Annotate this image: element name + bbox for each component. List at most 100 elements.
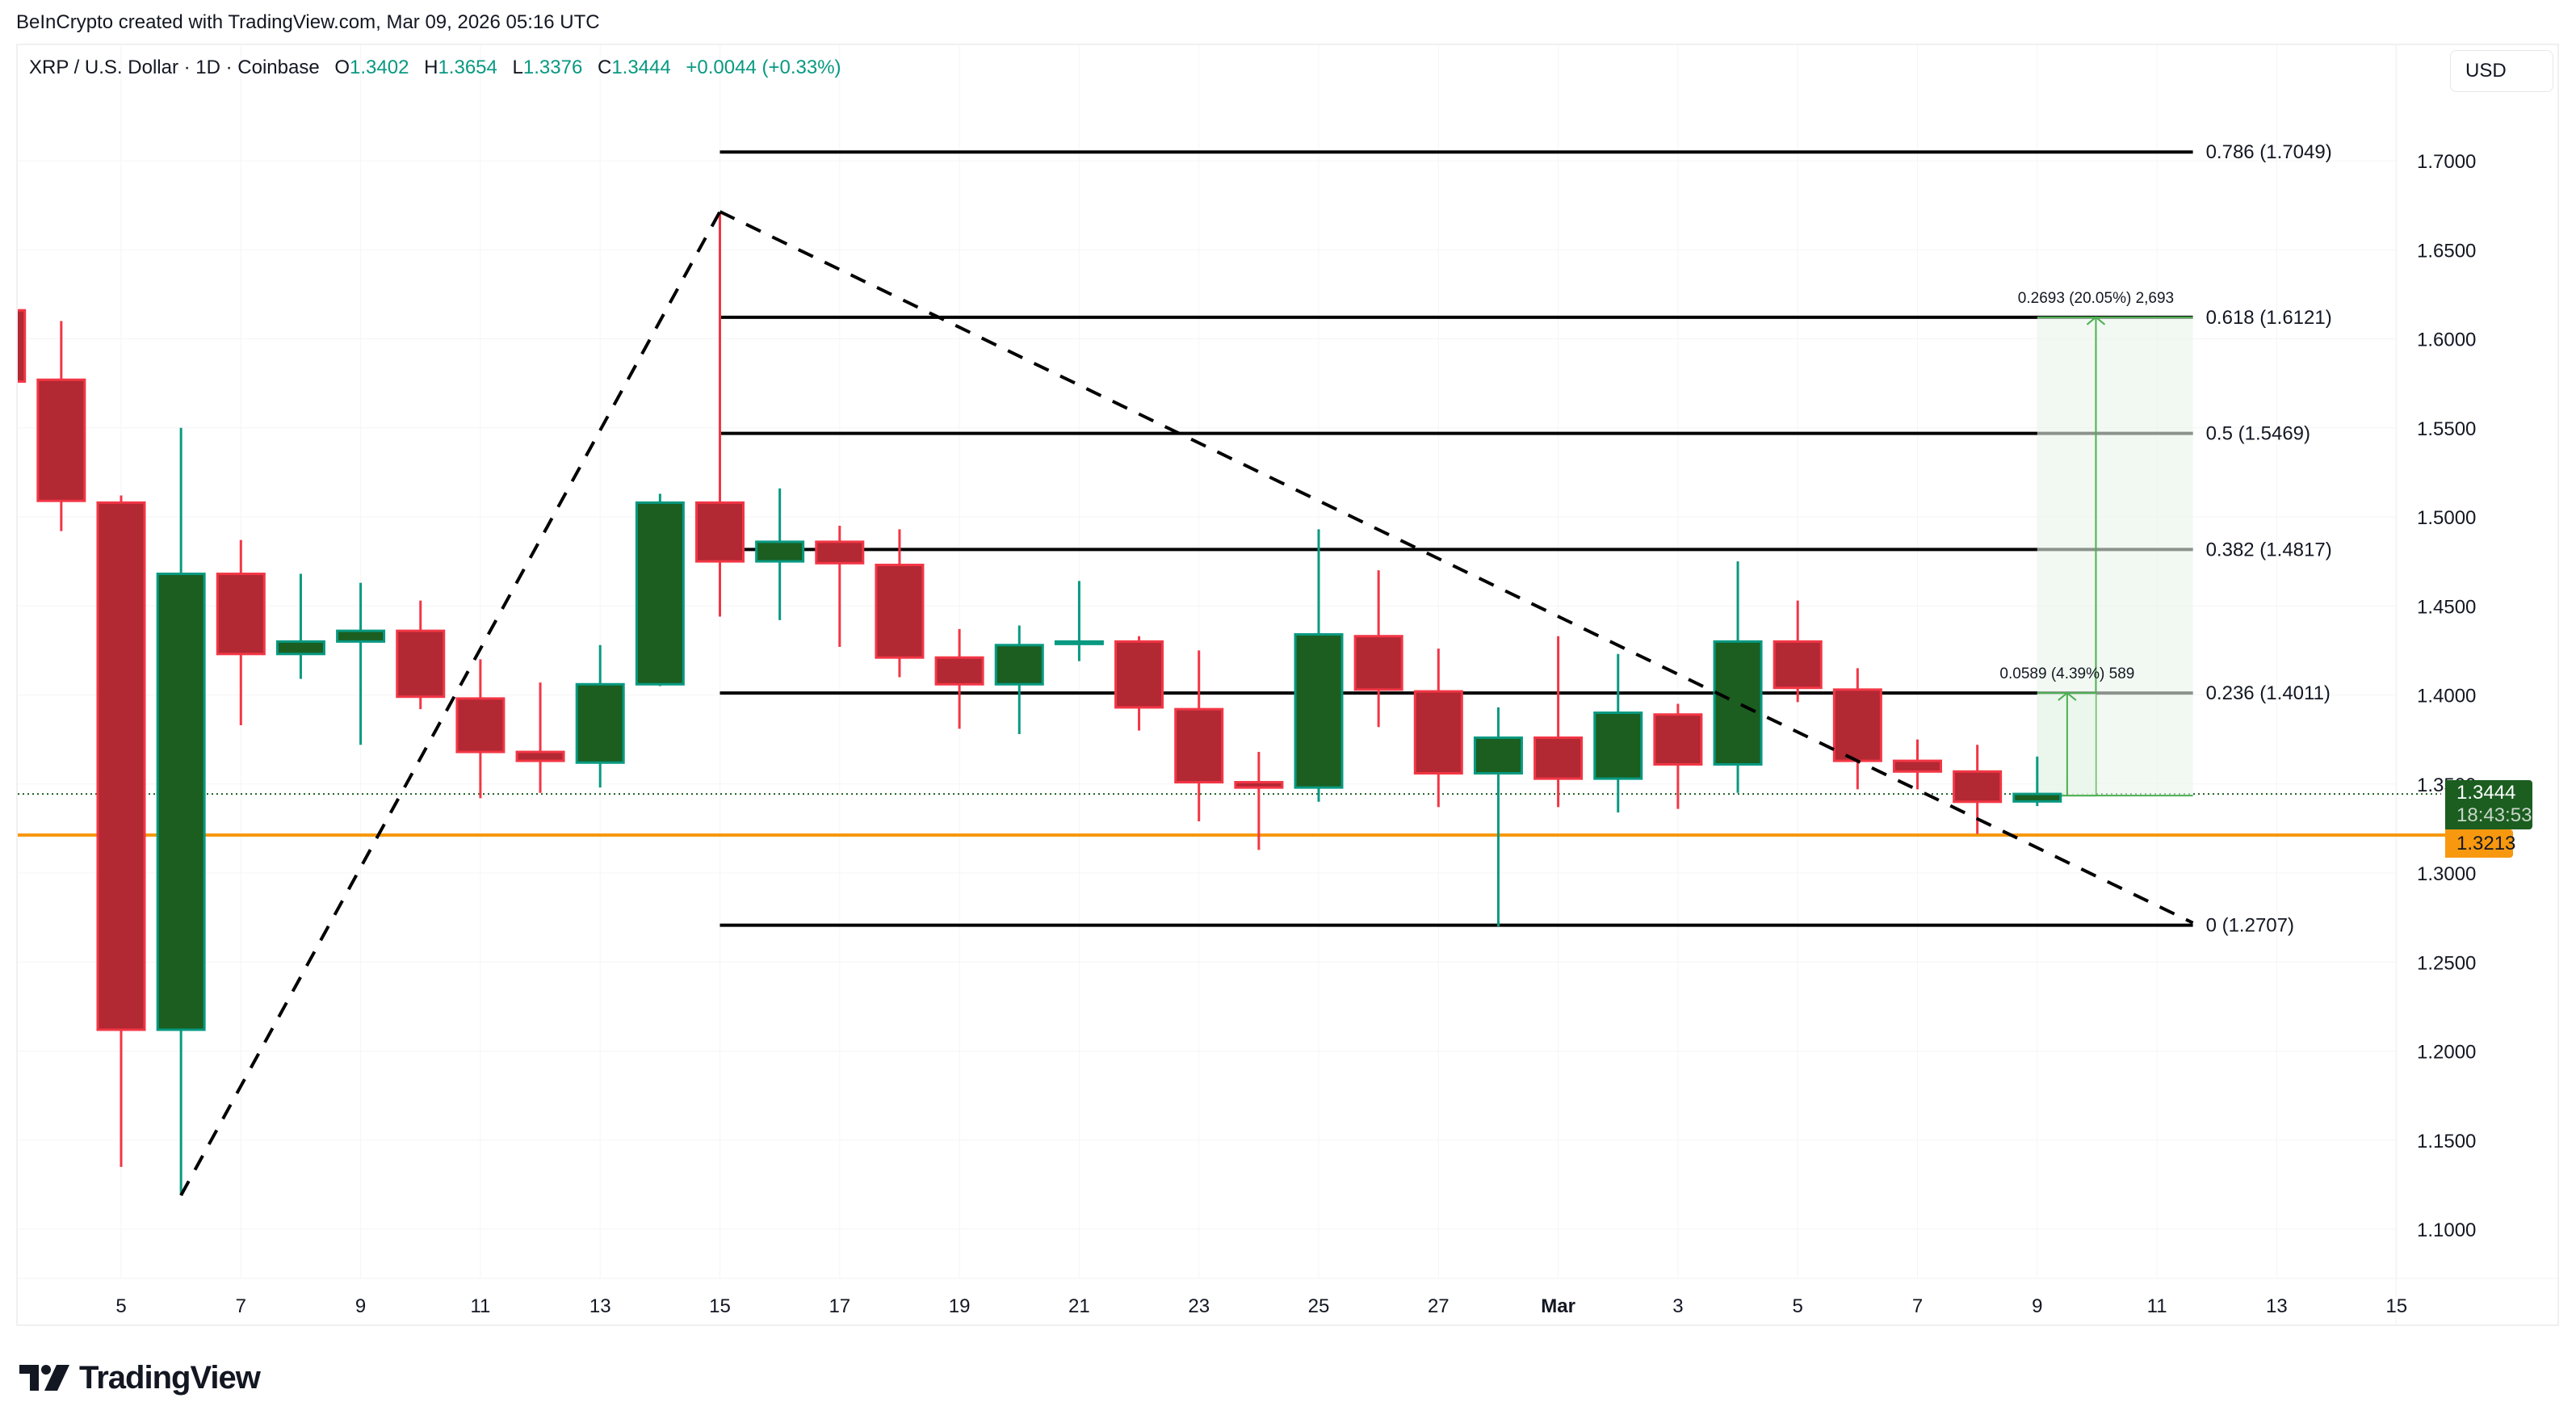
fibonacci-retracement[interactable]: 0.786 (1.7049) 0.618 (1.6121) 0.5 (1.5469)… [720, 141, 2332, 937]
candle-body [1832, 688, 1882, 762]
arrow-up-icon [2086, 316, 2106, 325]
candle-body [96, 501, 146, 1031]
candle [1653, 703, 1703, 809]
support-price-tag: 1.3213 [2445, 829, 2515, 858]
candle-body [1713, 640, 1763, 766]
candle [1773, 600, 1823, 703]
bar-countdown: 18:43:53 [2456, 804, 2532, 826]
candle-body [455, 697, 506, 753]
time-axis-tick: 21 [1068, 1295, 1090, 1317]
price-axis-tick: 1.7000 [2417, 151, 2476, 173]
candle-body [1054, 640, 1104, 645]
currency-button[interactable]: USD [2450, 50, 2553, 92]
candle-body [1653, 713, 1703, 766]
descending-line[interactable] [719, 210, 2194, 925]
candle [156, 427, 206, 1196]
candle-body [1473, 736, 1523, 775]
fib-level-label: 0.5 (1.5469) [2206, 423, 2310, 445]
candle-body [36, 378, 86, 502]
high-label: H [424, 57, 438, 78]
time-axis-tick: 25 [1308, 1295, 1330, 1317]
time-axis-tick: 5 [115, 1295, 126, 1317]
candle [18, 309, 27, 383]
time-axis-tick: 11 [470, 1295, 490, 1317]
rally-line[interactable] [179, 211, 722, 1197]
candle [1413, 649, 1463, 808]
candle-body [1773, 640, 1823, 690]
arrow-up-icon [2058, 691, 2077, 701]
candle-body [1893, 759, 1942, 773]
candle [1054, 581, 1104, 661]
tradingview-logo-text: TradingView [79, 1359, 261, 1396]
time-axis-tick: 9 [2032, 1295, 2042, 1317]
candle-body [216, 573, 266, 656]
candle [1473, 707, 1523, 927]
current-price-value: 1.3444 [2456, 782, 2516, 804]
candle [36, 321, 86, 531]
time-axis-tick: 17 [829, 1295, 850, 1317]
candle-body [1174, 707, 1224, 784]
candle [1593, 653, 1643, 813]
price-axis-tick: 1.3000 [2417, 863, 2476, 885]
candle [96, 495, 146, 1167]
candle [815, 526, 865, 647]
price-axis-tick: 1.2000 [2417, 1042, 2476, 1064]
tradingview-logo-icon [19, 1365, 69, 1391]
price-axis-tick: 1.5500 [2417, 418, 2476, 440]
horizontal-lines[interactable] [18, 793, 2445, 837]
time-axis[interactable]: 5 7 9 11 13 15 17 19 21 23 25 27 Mar 3 5 7 9 11 13 15 [115, 1295, 2407, 1317]
candle [455, 659, 506, 799]
price-axis-tick: 1.4500 [2417, 596, 2476, 618]
time-axis-tick: 9 [355, 1295, 366, 1317]
trendlines[interactable] [179, 210, 2194, 1197]
candle [275, 573, 325, 679]
candle-body [1294, 633, 1344, 789]
time-axis-tick: 23 [1188, 1295, 1210, 1317]
price-axis-tick: 1.6500 [2417, 240, 2476, 262]
candle-body [1353, 635, 1403, 691]
candle [1353, 570, 1403, 728]
candle [1114, 636, 1164, 731]
candle-body [635, 501, 685, 686]
candle-body [1593, 712, 1643, 780]
time-axis-tick: 27 [1428, 1295, 1450, 1317]
candle [1294, 529, 1344, 802]
fib-level-label: 0.236 (1.4011) [2206, 682, 2331, 704]
price-axis-tick: 1.4000 [2417, 686, 2476, 707]
candle-body [934, 656, 984, 686]
symbol-title: XRP / U.S. Dollar · 1D · Coinbase [29, 57, 320, 78]
price-axis[interactable]: 1.7000 1.6500 1.6000 1.5500 1.5000 1.4500 1.40… [2417, 151, 2476, 1241]
fib-level-label: 0 (1.2707) [2206, 915, 2294, 937]
fib-level-label: 0.786 (1.7049) [2206, 141, 2332, 163]
candle [1533, 636, 1584, 808]
candle [336, 582, 386, 745]
candle [2012, 756, 2062, 807]
candle [575, 644, 625, 788]
candle [1234, 752, 1284, 850]
measure-label: 0.2693 (20.05%) 2,693 [2018, 290, 2174, 307]
chart-attribution: BeInCrypto created with TradingView.com,… [16, 11, 600, 33]
symbol-legend: XRP / U.S. Dollar · 1D · Coinbase O1.340… [29, 57, 841, 79]
price-range-measures[interactable]: 0.2693 (20.05%) 2,693 0.0589 (4.39%) 589 [1999, 290, 2193, 797]
candle [695, 212, 745, 617]
price-axis-tick: 1.1500 [2417, 1131, 2476, 1152]
candle-body [875, 564, 925, 659]
change-value: +0.0044 (+0.33%) [686, 57, 841, 78]
candle [635, 493, 685, 686]
price-axis-tick: 1.1000 [2417, 1219, 2476, 1241]
candle [755, 488, 805, 620]
low-value: 1.3376 [522, 57, 583, 78]
time-axis-tick: 15 [709, 1295, 731, 1317]
candle-body [396, 629, 446, 699]
candle-body [815, 540, 865, 565]
candle-body [1533, 736, 1584, 780]
fib-level-label: 0.618 (1.6121) [2206, 307, 2332, 329]
candle-body [275, 640, 325, 656]
tradingview-logo[interactable]: TradingView [19, 1359, 261, 1396]
candle [515, 682, 565, 793]
candle-body [2012, 792, 2062, 803]
candle [994, 625, 1044, 735]
open-label: O [334, 57, 350, 78]
candle [396, 600, 446, 710]
